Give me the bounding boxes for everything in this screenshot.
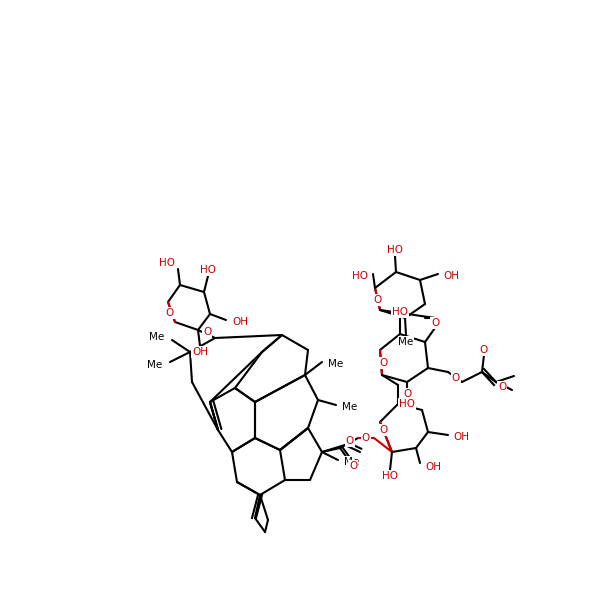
Text: HO: HO [200, 265, 216, 275]
Text: Me: Me [398, 337, 413, 347]
Text: O: O [379, 425, 387, 435]
Text: O: O [480, 345, 488, 355]
Text: O: O [498, 382, 506, 392]
Text: Me: Me [344, 457, 359, 467]
Text: HO: HO [159, 258, 175, 268]
Text: HO: HO [382, 471, 398, 481]
Text: Me: Me [328, 359, 343, 369]
Text: O: O [380, 358, 388, 368]
Text: HO: HO [392, 307, 408, 317]
Text: OH: OH [443, 271, 459, 281]
Text: Me: Me [149, 332, 164, 342]
Text: OH: OH [453, 432, 469, 442]
Text: O: O [349, 461, 357, 471]
Text: O: O [452, 373, 460, 383]
Text: HO: HO [352, 271, 368, 281]
Text: Me: Me [342, 402, 357, 412]
Text: Me: Me [147, 360, 162, 370]
Text: O: O [362, 433, 370, 443]
Text: OH: OH [232, 317, 248, 327]
Text: HO: HO [387, 245, 403, 255]
Text: OH: OH [192, 347, 208, 357]
Text: OH: OH [425, 462, 441, 472]
Text: O: O [431, 318, 439, 328]
Text: O: O [403, 389, 411, 399]
Text: O: O [203, 327, 211, 337]
Text: O: O [346, 436, 354, 446]
Text: O: O [166, 308, 174, 318]
Text: HO: HO [399, 399, 415, 409]
Text: O: O [374, 295, 382, 305]
